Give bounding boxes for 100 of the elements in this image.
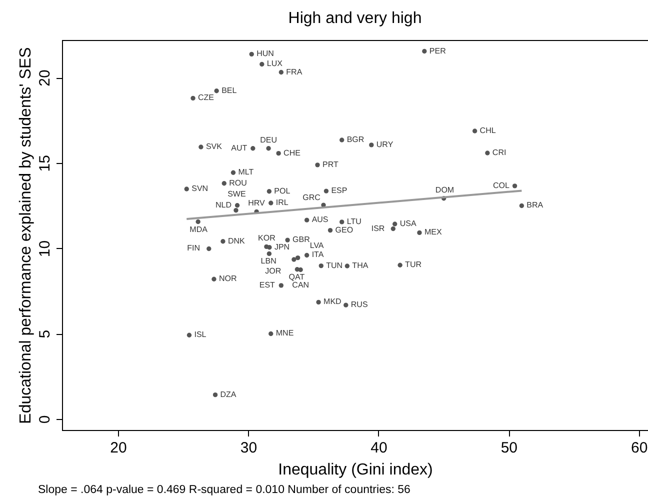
point [304,252,310,258]
point [485,150,490,156]
chart-title: High and very high [288,10,422,27]
point [206,246,212,252]
data-label: RUS [350,300,368,310]
data-label: BEL [222,86,238,95]
data-label: POL [274,186,291,196]
data-label: AUS [312,215,328,224]
data-label: DEU [260,135,278,144]
data-label: LTU [346,216,362,226]
point [268,200,274,206]
point [392,222,398,226]
point [328,228,333,233]
data-label: AUT [231,143,248,152]
x-tick-label: 50 [500,440,518,456]
point [316,300,321,304]
data-label: JPN [274,242,290,252]
data-label: EST [259,280,276,290]
point [214,88,219,94]
data-label: MLT [238,168,254,177]
data-label: COL [492,180,510,190]
point [198,144,204,150]
x-axis-title: Inequality (Gini index) [278,462,433,478]
point [266,189,272,194]
data-label: MEX [424,228,442,237]
point [344,302,348,308]
data-label: JOR [265,266,282,276]
x-tick-label: 30 [240,440,258,456]
point [184,186,189,192]
point [295,255,300,260]
point [266,146,271,151]
data-label: BRA [526,200,544,210]
point [260,62,264,67]
data-label: CZE [198,93,214,102]
data-label: DNK [228,236,246,246]
data-label: MKD [324,297,342,306]
point [234,203,240,208]
y-tick-label: 15 [36,155,54,172]
point [340,138,344,142]
point [212,276,216,282]
data-label: ISL [194,330,207,340]
text: Slope = .064 p-value = 0.469 R-squared = 0.010 Number of countries: 56 [38,484,410,496]
point [422,48,427,54]
data-label: CHL [480,126,496,135]
point [249,52,254,57]
data-label: ITA [312,250,324,260]
y-tick-label: 20 [36,70,54,86]
point [340,220,344,224]
point [196,219,200,224]
data-label: CAN [292,280,310,290]
data-label: GEO [335,225,354,234]
y-axis-title: Educational performance explained by students' SES [18,47,34,424]
data-label: NOR [218,274,237,284]
data-label: HRV [248,198,266,208]
data-label: BGR [346,135,364,144]
data-label: LVA [310,240,324,250]
x-tick-label: 40 [370,440,388,456]
data-label: ISR [371,224,385,233]
point [304,218,310,222]
point [222,181,226,186]
point [267,245,272,250]
point [266,251,272,256]
point [344,264,350,268]
point [212,392,218,398]
point [318,263,324,268]
data-label: LBN [260,256,277,266]
data-label: THA [352,260,369,270]
y-tick-label: 0 [36,415,54,424]
point [390,226,396,232]
point [369,142,374,148]
data-label: PER [429,46,446,56]
data-label: HUN [256,49,274,58]
y-tick-label: 10 [36,240,54,258]
point [220,239,226,244]
point [315,162,320,168]
point [268,331,274,336]
data-label: MNE [276,328,294,338]
x-tick-label: 60 [631,440,648,456]
point [276,150,281,156]
data-label: CRI [492,148,506,157]
data-label: KOR [258,234,276,243]
point [230,170,236,175]
point [512,184,518,188]
point [278,283,284,288]
point [292,257,296,262]
data-label: URY [376,140,394,149]
data-label: DOM [435,185,454,194]
data-label: CHE [284,148,300,158]
data-label: SWE [228,189,246,198]
data-label: QAT [288,272,305,282]
data-label: MDA [190,224,208,234]
data-label: SVN [192,184,208,193]
data-label: TUN [326,260,343,270]
data-label: PRT [322,160,338,169]
point [519,203,524,208]
data-label: FIN [187,244,200,253]
point [298,267,303,272]
data-label: SVK [206,142,223,152]
point [250,146,256,151]
data-label: TUR [405,260,422,270]
